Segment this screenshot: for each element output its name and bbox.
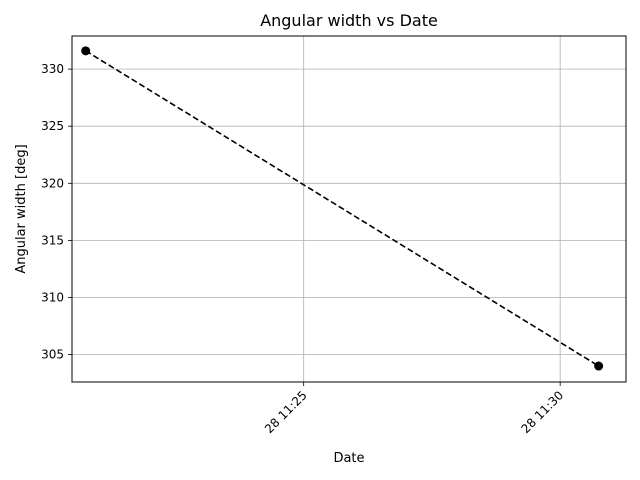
y-tick-label: 315	[41, 233, 64, 247]
series-layer	[81, 46, 604, 371]
y-tick-label: 310	[41, 290, 64, 304]
y-tick-label: 325	[41, 119, 64, 133]
chart-title: Angular width vs Date	[260, 11, 438, 30]
y-tick-label: 305	[41, 348, 64, 362]
y-tick-label: 320	[41, 176, 64, 190]
plot-area	[72, 36, 626, 382]
data-point	[81, 46, 91, 56]
series-line	[85, 50, 600, 367]
data-point	[594, 361, 604, 371]
y-axis: 305 310 315 320 325 330	[41, 62, 72, 362]
grid	[72, 36, 626, 382]
y-axis-label: Angular width [deg]	[14, 144, 29, 273]
plot-frame	[71, 35, 627, 383]
y-tick-label: 330	[41, 62, 64, 76]
x-axis-label: Date	[333, 451, 364, 466]
